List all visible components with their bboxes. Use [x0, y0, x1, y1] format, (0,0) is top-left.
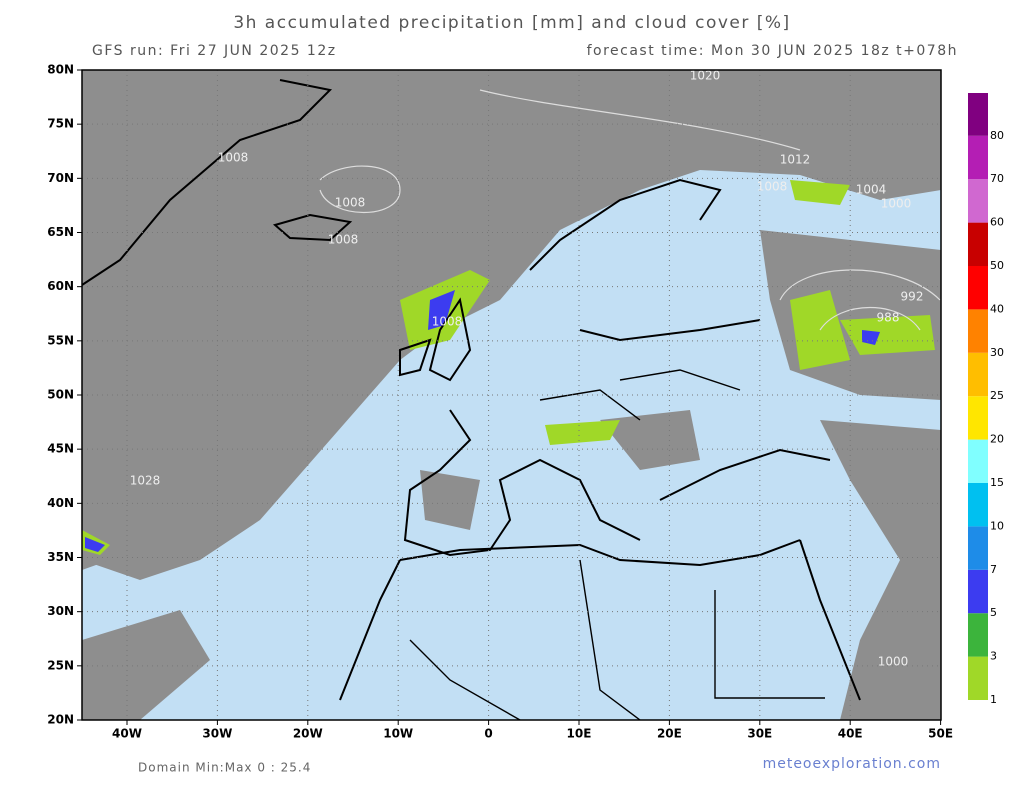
lat-label: 75N: [47, 117, 74, 131]
colorbar-label: 50: [990, 259, 1004, 272]
lat-label: 40N: [47, 496, 74, 510]
isobar-label: 1004: [856, 183, 887, 197]
lon-label: 40W: [112, 727, 142, 741]
graticule: [82, 70, 941, 720]
colorbar-segment: [968, 309, 988, 353]
heavy-precipitation: [85, 290, 880, 552]
isobar-label: 1028: [130, 474, 161, 488]
isobar-label: 1008: [218, 151, 249, 165]
isobar-label: 1008: [328, 233, 359, 247]
domain-minmax: Domain Min:Max 0 : 25.4: [138, 761, 311, 775]
colorbar-segment: [968, 352, 988, 397]
isobar-label: 988: [877, 311, 900, 325]
lat-label: 30N: [47, 604, 74, 618]
colorbar-segment: [968, 569, 988, 614]
lat-label: 20N: [47, 713, 74, 727]
lon-label: 30E: [747, 727, 772, 741]
lon-label: 10W: [383, 727, 413, 741]
colorbar: 1 3 5 7 10 15 20 25 30 40 50 60 70 80: [968, 93, 1004, 706]
isobar-label: 1020: [690, 69, 721, 83]
run-info: GFS run: Fri 27 JUN 2025 12z: [92, 43, 337, 59]
lat-label: 50N: [47, 388, 74, 402]
isobar-label: 1008: [757, 180, 788, 194]
lon-label: 0: [484, 727, 492, 741]
colorbar-label: 1: [990, 693, 997, 706]
colorbar-label: 80: [990, 129, 1004, 142]
isobar-label: 1008: [432, 315, 463, 329]
title: 3h accumulated precipitation [mm] and cl…: [233, 13, 790, 33]
colorbar-label: 3: [990, 650, 997, 663]
isobar-label: 1008: [335, 196, 366, 210]
colorbar-label: 60: [990, 216, 1004, 229]
colorbar-segment: [968, 222, 988, 266]
colorbar-label: 70: [990, 172, 1004, 185]
isobar-label: 992: [901, 290, 924, 304]
colorbar-label: 25: [990, 389, 1004, 402]
lat-label: 45N: [47, 442, 74, 456]
colorbar-label: 15: [990, 476, 1004, 489]
lat-label: 65N: [47, 225, 74, 239]
lat-label: 70N: [47, 171, 74, 185]
lon-label: 10E: [567, 727, 592, 741]
colorbar-segment: [968, 613, 988, 657]
lon-label: 20W: [293, 727, 323, 741]
lat-label: 25N: [47, 658, 74, 672]
isobar-label: 1000: [878, 655, 909, 669]
lat-label: 35N: [47, 550, 74, 564]
colorbar-label: 10: [990, 519, 1004, 532]
colorbar-label: 20: [990, 433, 1004, 446]
axes: 40W 30W 20W 10W 0 10E 20E 30E 40E 50E 80N 75N 70N 65N…: [47, 63, 953, 741]
isobar-label: 1000: [881, 197, 912, 211]
lat-label: 80N: [47, 63, 74, 77]
colorbar-label: 30: [990, 346, 1004, 359]
lat-label: 60N: [47, 279, 74, 293]
colorbar-segment: [968, 93, 988, 136]
colorbar-segment: [968, 526, 988, 570]
lon-label: 30W: [202, 727, 232, 741]
credit: meteoexploration.com: [763, 756, 941, 772]
isobar-label: 1012: [780, 153, 811, 167]
colorbar-segment: [968, 656, 988, 700]
colorbar-segment: [968, 266, 988, 310]
lon-label: 20E: [657, 727, 682, 741]
forecast-info: forecast time: Mon 30 JUN 2025 18z t+078…: [587, 43, 958, 59]
lon-label: 40E: [838, 727, 863, 741]
lon-label: 50E: [928, 727, 953, 741]
lat-label: 55N: [47, 333, 74, 347]
colorbar-segment: [968, 439, 988, 483]
isobars: [319, 89, 941, 331]
borders: [409, 369, 825, 720]
colorbar-segment: [968, 396, 988, 440]
coastlines: [82, 79, 861, 701]
colorbar-segment: [968, 135, 988, 180]
colorbar-label: 7: [990, 563, 997, 576]
colorbar-label: 5: [990, 606, 997, 619]
colorbar-label: 40: [990, 302, 1004, 315]
colorbar-segment: [968, 179, 988, 223]
colorbar-segment: [968, 483, 988, 527]
